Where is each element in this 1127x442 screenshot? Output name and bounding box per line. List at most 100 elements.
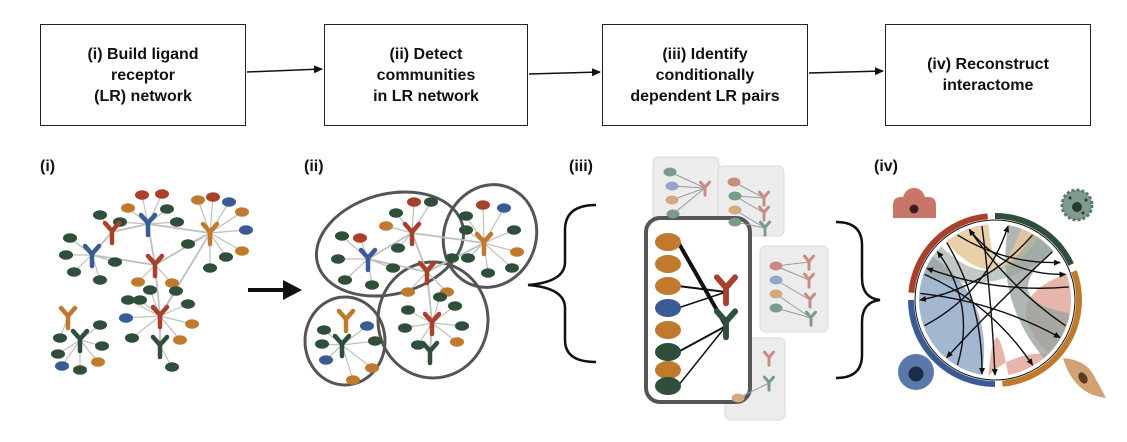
receptor-icon: [58, 305, 78, 331]
ligand-icon: [433, 292, 447, 302]
step-1-line-1: (i) Build ligand: [87, 45, 199, 63]
chord-arrow: [957, 234, 1061, 266]
ligand-icon: [63, 233, 77, 243]
ligand-icon: [459, 211, 473, 221]
ligand-icon: [731, 393, 745, 403]
network-edge: [411, 232, 485, 244]
ligand-icon: [365, 363, 379, 373]
network-edge: [669, 171, 706, 189]
network-edge: [677, 291, 727, 309]
network-nodes: [51, 167, 818, 403]
receptor-icon: [82, 243, 102, 269]
ligand-icon: [461, 253, 475, 263]
network-edge: [734, 209, 766, 229]
ligand-icon: [219, 252, 233, 262]
network-edge: [111, 223, 149, 233]
receptor-icon: [420, 340, 440, 366]
ligand-icon: [655, 299, 681, 317]
receptor-icon: [758, 220, 772, 237]
ligand-icon: [655, 233, 681, 251]
network-edge: [341, 344, 373, 369]
ligand-icon: [91, 357, 105, 367]
ligand-icon: [401, 287, 415, 297]
ligand-icon: [655, 255, 681, 273]
ligand-icon: [338, 275, 352, 285]
ligand-icon: [476, 200, 490, 210]
green-cell-icon: [1060, 188, 1094, 222]
panel-label-iv: (iv): [874, 158, 898, 175]
network-edge: [91, 254, 156, 266]
receptor-icon: [713, 308, 739, 341]
ligand-icon: [185, 319, 199, 329]
ring-inner-border: [914, 219, 1076, 381]
ligand-icon: [170, 217, 184, 227]
chord-arrow: [946, 251, 1053, 359]
ligand-icon: [133, 295, 147, 305]
step-3-line-1: (iii) Identify: [662, 45, 748, 63]
ligand-icon: [655, 277, 681, 295]
ligand-icon: [346, 375, 360, 385]
chord-arrow: [926, 267, 1069, 289]
step-4-line-1: (iv) Reconstruct: [927, 56, 1049, 73]
ligand-icon: [73, 365, 87, 375]
chord-arrow: [981, 226, 998, 376]
ligand-icon: [497, 203, 511, 213]
receptor-icon: [474, 231, 494, 257]
receptor-icon: [757, 190, 771, 207]
ligand-icon: [181, 239, 195, 249]
receptor-icon: [150, 334, 170, 360]
ligand-icon: [655, 321, 681, 339]
network-edge: [209, 196, 214, 234]
ligand-icon: [727, 177, 741, 187]
receptor-icon: [804, 310, 818, 327]
receptor-icon: [332, 333, 352, 359]
network-edge: [147, 223, 211, 234]
network-edge: [209, 211, 243, 234]
ligand-icon: [450, 337, 464, 347]
network-edge: [411, 201, 415, 234]
step-3-line-3: dependent LR pairs: [630, 87, 780, 105]
ligand-icon: [239, 225, 253, 235]
ligand-icon: [448, 301, 462, 311]
ligand-icon: [424, 197, 438, 207]
ligand-icon: [769, 261, 783, 271]
ligand-icon: [173, 335, 187, 345]
ligand-icon: [319, 355, 333, 365]
chord-arrow: [924, 225, 1010, 327]
chord-arrow: [920, 292, 1061, 339]
ligand-icon: [389, 208, 403, 218]
ligand-icon: [53, 333, 67, 343]
left-brace: [527, 203, 597, 364]
ring-segment-green: [994, 213, 1074, 266]
ligand-icon: [121, 203, 135, 213]
ligand-icon: [510, 247, 524, 257]
ligand-icon: [143, 285, 157, 295]
step-1-line-3: (LR) network: [94, 87, 192, 105]
network-edge: [367, 232, 413, 260]
ligand-icon: [93, 210, 107, 220]
panel-label-iii: (iii): [569, 158, 593, 175]
ligand-icon: [728, 217, 742, 227]
chord-ribbon: [919, 256, 985, 375]
ligand-icon: [191, 195, 205, 205]
receptor-icon: [422, 311, 442, 337]
receptor-icon: [70, 328, 90, 354]
arrow-panel-i-to-ii: [248, 280, 302, 300]
step-box-1: (i) Build ligand receptor (LR) network: [40, 24, 246, 126]
chord-arrow: [968, 228, 1066, 327]
ligand-icon: [665, 195, 679, 205]
network-edge: [154, 232, 211, 266]
ligand-icon: [317, 325, 331, 335]
ring-segment-blue: [908, 299, 996, 387]
receptor-icon: [762, 350, 776, 367]
ligand-icon: [655, 377, 681, 395]
red-cell-icon: [893, 188, 936, 218]
receptor-icon: [762, 375, 776, 392]
ligand-icon: [655, 343, 681, 361]
ligand-icon: [108, 257, 122, 267]
receptor-icon: [138, 212, 158, 238]
receptor-icon: [336, 308, 356, 334]
panel-label-ii: (ii): [304, 158, 324, 175]
arrow-step-3-to-4: [808, 67, 884, 76]
ligand-icon: [235, 207, 249, 217]
